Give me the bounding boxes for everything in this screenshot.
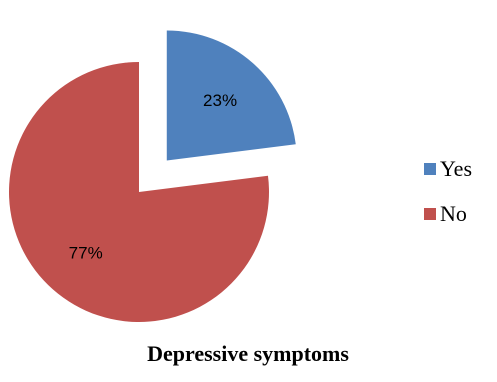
legend-item-yes: Yes <box>424 156 472 181</box>
legend-item-no: No <box>424 201 467 226</box>
legend-label-no: No <box>440 201 467 226</box>
pie-slice-yes <box>166 30 296 161</box>
slice-labels: 23% 77% <box>69 91 237 262</box>
pie-slices <box>9 30 296 322</box>
pie-slice-no <box>9 62 270 322</box>
chart-title: Depressive symptoms <box>147 341 349 366</box>
legend-label-yes: Yes <box>440 156 472 181</box>
legend-swatch-no <box>424 208 436 220</box>
legend-swatch-yes <box>424 163 436 175</box>
slice-label-yes: 23% <box>203 91 237 110</box>
slice-label-no: 77% <box>69 243 103 262</box>
legend: Yes No <box>424 156 472 226</box>
